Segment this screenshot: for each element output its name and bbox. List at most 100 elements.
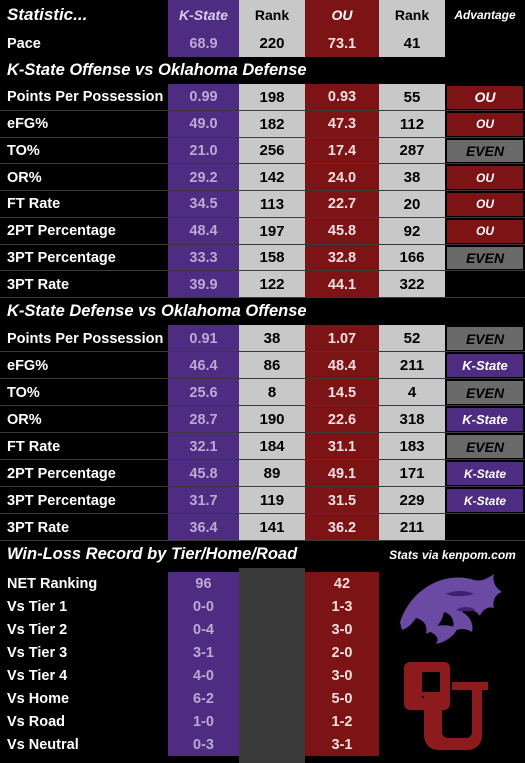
row-divider <box>0 163 525 165</box>
section-record-title-row: Win-Loss Record by Tier/Home/Road Stats … <box>0 541 525 568</box>
offense-advantage: OU <box>445 218 525 245</box>
record-kstate: 96 <box>168 572 239 595</box>
defense-advantage: K-State <box>445 487 525 514</box>
offense-ou-rank: 38 <box>379 164 445 191</box>
defense-advantage: EVEN <box>445 379 525 406</box>
defense-ou-value: 14.5 <box>305 379 379 406</box>
offense-advantage: OU <box>445 84 525 111</box>
advantage-badge: EVEN <box>447 435 523 458</box>
defense-advantage <box>445 514 525 541</box>
defense-kstate-value: 36.4 <box>168 514 239 541</box>
pace-kstate: 68.9 <box>168 30 239 57</box>
offense-ou-value: 47.3 <box>305 110 379 138</box>
pace-ou-rank: 41 <box>379 30 445 57</box>
record-kstate: 0-3 <box>168 733 239 756</box>
defense-label: 2PT Percentage <box>7 465 116 482</box>
header-advantage: Advantage <box>454 8 516 22</box>
defense-label: 3PT Rate <box>7 519 70 536</box>
offense-label: 3PT Percentage <box>7 249 116 266</box>
defense-ou-value: 31.5 <box>305 487 379 514</box>
offense-advantage: EVEN <box>445 245 525 272</box>
offense-ou-value: 32.8 <box>305 244 379 272</box>
defense-ou-rank: 52 <box>379 325 445 352</box>
row-divider <box>0 513 525 514</box>
defense-advantage: K-State <box>445 352 525 379</box>
defense-label: FT Rate <box>7 438 61 455</box>
header-ou: OU <box>305 0 379 30</box>
row-divider <box>0 109 525 111</box>
defense-kstate-value: 0.91 <box>168 325 239 352</box>
section-defense-title: K-State Defense vs Oklahoma Offense <box>7 302 307 320</box>
offense-kstate-value: 49.0 <box>168 110 239 138</box>
defense-ou-rank: 229 <box>379 487 445 514</box>
header-statistic: Statistic... <box>7 5 88 24</box>
advantage-badge: EVEN <box>447 381 523 404</box>
section-offense-title-row: K-State Offense vs Oklahoma Defense <box>0 57 525 84</box>
credit-text: Stats via kenpom.com <box>389 547 516 562</box>
offense-label: eFG% <box>7 116 49 133</box>
offense-row: 3PT Rate 39.9 122 44.1 322 <box>0 271 525 298</box>
record-row: Vs Home 6-2 5-0 <box>0 687 525 710</box>
row-divider <box>0 459 525 460</box>
header-rank-kstate: Rank <box>239 0 305 30</box>
defense-row: 3PT Percentage 31.7 119 31.5 229 K-State <box>0 487 525 514</box>
offense-row: eFG% 49.0 182 47.3 112 OU <box>0 110 525 138</box>
row-divider <box>0 486 525 487</box>
record-row: Vs Tier 4 4-0 3-0 <box>0 664 525 687</box>
defense-ou-rank: 211 <box>379 352 445 379</box>
pace-label: Pace <box>7 35 41 52</box>
record-label: Vs Home <box>7 690 70 707</box>
defense-kstate-value: 46.4 <box>168 352 239 379</box>
header-row: Statistic... K-State Rank OU Rank Advant… <box>0 0 525 30</box>
record-ou: 1-3 <box>305 595 379 618</box>
advantage-badge: K-State <box>447 354 523 377</box>
defense-kstate-value: 25.6 <box>168 379 239 406</box>
defense-kstate-value: 31.7 <box>168 487 239 514</box>
pace-kstate-rank: 220 <box>239 30 305 57</box>
offense-advantage: OU <box>445 191 525 218</box>
row-divider <box>0 540 525 541</box>
record-row: Vs Tier 1 0-0 1-3 <box>0 595 525 618</box>
offense-row: 2PT Percentage 48.4 197 45.8 92 OU <box>0 217 525 245</box>
offense-ou-value: 24.0 <box>305 164 379 191</box>
offense-advantage: OU <box>445 111 525 138</box>
defense-advantage: EVEN <box>445 325 525 352</box>
advantage-badge: EVEN <box>447 246 523 270</box>
record-label: Vs Tier 4 <box>7 667 68 684</box>
record-ou: 3-0 <box>305 618 379 641</box>
offense-ou-value: 44.1 <box>305 271 379 298</box>
advantage-badge: OU <box>447 166 523 189</box>
defense-kstate-value: 32.1 <box>168 433 239 460</box>
offense-kstate-rank: 197 <box>239 217 305 245</box>
record-row: Vs Neutral 0-3 3-1 <box>0 733 525 756</box>
defense-kstate-rank: 38 <box>239 325 305 352</box>
row-divider <box>0 216 525 218</box>
record-ou: 3-1 <box>305 733 379 756</box>
row-divider <box>0 270 525 272</box>
row-divider <box>0 351 525 352</box>
advantage-badge: EVEN <box>447 327 523 350</box>
defense-ou-value: 1.07 <box>305 325 379 352</box>
record-kstate: 3-1 <box>168 641 239 664</box>
offense-kstate-value: 39.9 <box>168 271 239 298</box>
offense-label: Points Per Possession <box>7 89 164 106</box>
offense-kstate-value: 48.4 <box>168 217 239 245</box>
header-kstate: K-State <box>168 0 239 30</box>
offense-kstate-value: 33.3 <box>168 244 239 272</box>
record-label: Vs Road <box>7 713 66 730</box>
advantage-badge: OU <box>447 219 523 243</box>
defense-ou-rank: 318 <box>379 406 445 433</box>
record-row: NET Ranking 96 42 <box>0 572 525 595</box>
offense-label: FT Rate <box>7 196 61 213</box>
offense-ou-rank: 166 <box>379 244 445 272</box>
defense-kstate-rank: 190 <box>239 406 305 433</box>
offense-label: OR% <box>7 169 42 186</box>
defense-ou-rank: 171 <box>379 460 445 487</box>
offense-ou-value: 0.93 <box>305 84 379 111</box>
defense-row: Points Per Possession 0.91 38 1.07 52 EVEN <box>0 325 525 352</box>
offense-label: 3PT Rate <box>7 276 70 293</box>
defense-row: FT Rate 32.1 184 31.1 183 EVEN <box>0 433 525 460</box>
row-divider <box>0 405 525 406</box>
record-kstate: 0-4 <box>168 618 239 641</box>
record-row: Vs Tier 3 3-1 2-0 <box>0 641 525 664</box>
